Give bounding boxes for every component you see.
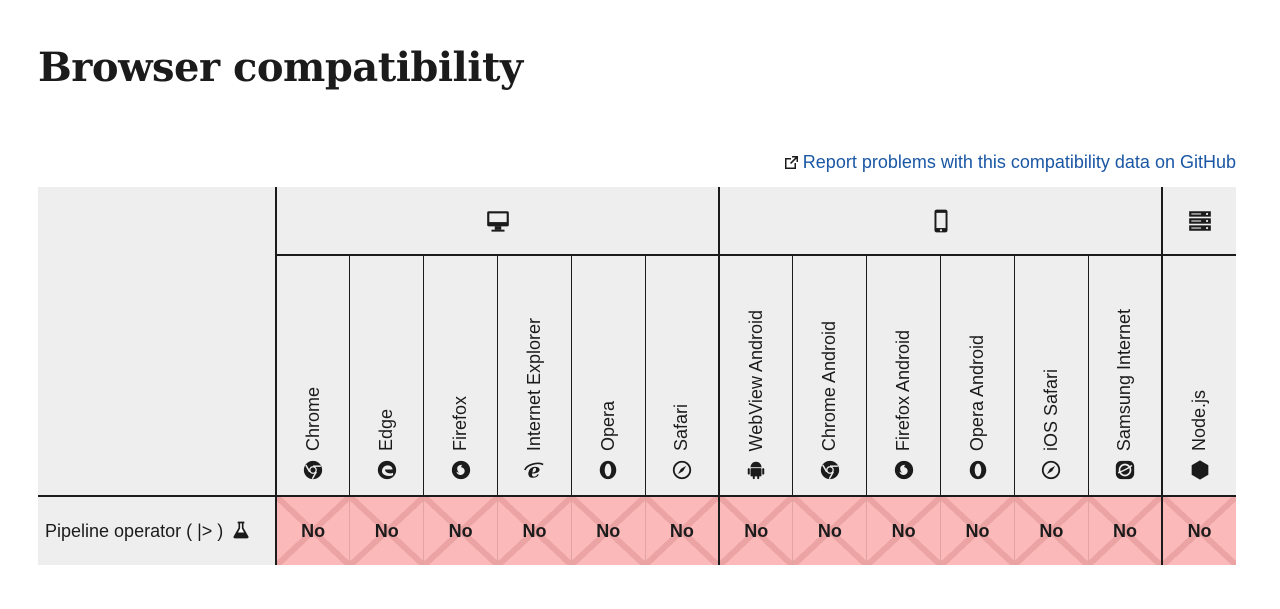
- browser-header-nodejs: Node.js: [1162, 255, 1236, 496]
- firefox-icon: [451, 460, 470, 480]
- browser-name: Opera Android: [967, 334, 988, 451]
- browser-row: Chrome Edge Firefox Internet Explorer e …: [38, 255, 1236, 496]
- browser-header-internet-explorer: Internet Explorer e: [497, 255, 572, 496]
- support-cell-firefox[interactable]: No: [423, 495, 499, 565]
- page-title: Browser compatibility: [38, 44, 523, 91]
- browser-name: Internet Explorer: [523, 317, 544, 451]
- browser-name: Firefox: [450, 395, 471, 451]
- platform-server: [1162, 187, 1236, 256]
- support-cell-samsung-internet[interactable]: No: [1088, 495, 1164, 565]
- platform-mobile: [719, 187, 1164, 256]
- flask-icon[interactable]: [231, 520, 251, 540]
- browser-header-firefox-android: Firefox Android: [866, 255, 942, 496]
- browser-header-samsung-internet: Samsung Internet: [1088, 255, 1164, 496]
- chrome-icon: [820, 460, 839, 480]
- browser-header-opera-android: Opera Android: [940, 255, 1015, 496]
- android-icon: [747, 461, 765, 480]
- browser-header-chrome: Chrome: [276, 255, 351, 496]
- browser-header-edge: Edge: [349, 255, 425, 496]
- browser-name: WebView Android: [745, 309, 766, 451]
- browser-name: Chrome Android: [819, 320, 840, 451]
- desktop-icon: [486, 210, 509, 232]
- support-cell-firefox-android[interactable]: No: [866, 495, 942, 565]
- browser-name: Firefox Android: [893, 329, 914, 451]
- mobile-icon: [934, 209, 948, 232]
- feature-name-cell: Pipeline operator ( |> ): [38, 495, 277, 565]
- report-problems-label: Report problems with this compatibility …: [802, 152, 1236, 172]
- browser-name: Safari: [671, 403, 692, 451]
- support-cell-opera-android[interactable]: No: [940, 495, 1015, 565]
- safari-icon: [1042, 460, 1061, 480]
- browser-header-webview-android: WebView Android: [719, 255, 794, 496]
- svg-text:e: e: [528, 459, 541, 481]
- browser-header-safari: Safari: [645, 255, 721, 496]
- support-cell-chrome-android[interactable]: No: [792, 495, 868, 565]
- external-link-icon: [784, 155, 798, 169]
- platform-desktop: [276, 187, 721, 256]
- table-row: Pipeline operator ( |> ) No No No No No …: [38, 495, 1236, 565]
- browser-name: Chrome: [302, 386, 323, 451]
- server-icon: [1188, 210, 1211, 231]
- opera-icon: [969, 460, 986, 480]
- edge-icon: [377, 460, 396, 480]
- support-cell-internet-explorer[interactable]: No: [497, 495, 572, 565]
- support-cell-chrome[interactable]: No: [276, 495, 351, 565]
- browser-header-firefox: Firefox: [423, 255, 499, 496]
- browser-name: Samsung Internet: [1114, 308, 1135, 451]
- safari-icon: [672, 460, 692, 480]
- opera-icon: [600, 460, 617, 480]
- report-problems-link[interactable]: Report problems with this compatibility …: [783, 152, 1236, 173]
- feature-name: Pipeline operator ( |> ): [45, 521, 224, 541]
- support-cell-safari[interactable]: No: [645, 495, 721, 565]
- firefox-icon: [894, 460, 913, 480]
- browser-header-chrome-android: Chrome Android: [792, 255, 868, 496]
- table-corner: [38, 187, 277, 496]
- browser-name: Node.js: [1189, 389, 1210, 451]
- support-cell-webview-android[interactable]: No: [719, 495, 794, 565]
- nodejs-icon: [1191, 460, 1208, 480]
- browser-name: Edge: [376, 408, 397, 451]
- support-cell-edge[interactable]: No: [349, 495, 425, 565]
- compat-table: Chrome Edge Firefox Internet Explorer e …: [38, 187, 1236, 565]
- browser-header-opera: Opera: [571, 255, 646, 496]
- browser-name: iOS Safari: [1040, 368, 1061, 451]
- samsung-internet-icon: [1115, 460, 1135, 480]
- browser-header-ios-safari: iOS Safari: [1014, 255, 1089, 496]
- platform-row: [38, 187, 1236, 496]
- internet-explorer-icon: e: [524, 459, 544, 481]
- chrome-icon: [304, 460, 323, 480]
- support-cell-nodejs[interactable]: No: [1162, 495, 1236, 565]
- browser-name: Opera: [597, 400, 618, 451]
- support-cell-ios-safari[interactable]: No: [1014, 495, 1089, 565]
- support-cell-opera[interactable]: No: [571, 495, 646, 565]
